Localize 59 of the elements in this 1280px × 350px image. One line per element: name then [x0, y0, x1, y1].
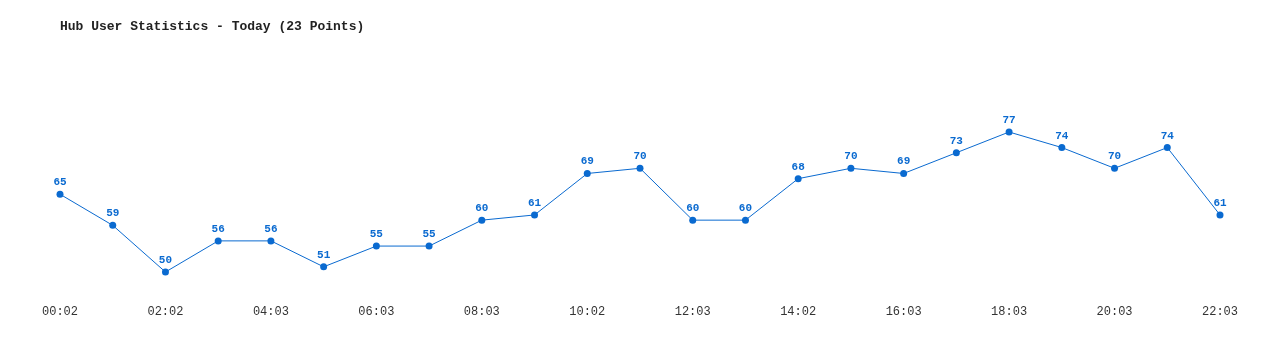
data-label: 77	[1002, 114, 1016, 126]
point	[214, 237, 222, 245]
point	[161, 268, 169, 276]
chart-title: Hub User Statistics - Today (23 Points)	[60, 19, 365, 34]
data-label: 74	[1160, 129, 1175, 142]
data-label: 59	[106, 207, 120, 220]
x-tick-label: 08:03	[463, 305, 500, 319]
x-tick-label: 02:02	[147, 305, 184, 319]
point	[1216, 211, 1224, 219]
x-tick-label: 04:03	[252, 305, 289, 319]
x-tick-label: 16:03	[885, 305, 922, 319]
x-tick-label: 06:03	[358, 305, 395, 319]
data-label: 55	[369, 228, 384, 241]
point	[952, 149, 960, 157]
point	[109, 221, 117, 229]
data-label: 70	[1107, 150, 1122, 163]
point	[372, 242, 380, 250]
data-label: 51	[317, 248, 331, 261]
data-label: 60	[686, 202, 700, 215]
data-label: 70	[844, 150, 858, 163]
point	[741, 216, 749, 224]
x-tick-label: 14:02	[780, 305, 817, 319]
x-tick-label: 00:02	[41, 305, 79, 319]
point	[425, 242, 433, 250]
data-label: 60	[738, 202, 753, 215]
point	[847, 164, 855, 172]
point	[794, 175, 802, 183]
data-label: 69	[580, 155, 594, 168]
point	[320, 263, 328, 271]
data-label: 68	[791, 160, 806, 173]
data-label: 56	[264, 222, 278, 235]
data-label: 60	[475, 202, 489, 215]
x-tick-label: 20:03	[1096, 305, 1133, 319]
point	[478, 216, 486, 224]
x-tick-label: 10:02	[569, 305, 606, 319]
point	[531, 211, 539, 219]
point	[1005, 128, 1013, 136]
data-label: 69	[897, 155, 911, 168]
point	[900, 169, 908, 177]
data-label: 55	[422, 228, 437, 241]
data-label: 70	[633, 150, 647, 163]
point	[1163, 144, 1171, 152]
x-tick-label: 22:03	[1201, 305, 1239, 319]
point	[583, 169, 591, 177]
point	[1111, 164, 1119, 172]
data-label: 73	[949, 134, 964, 147]
point	[267, 237, 275, 245]
point	[1058, 144, 1066, 152]
point	[56, 190, 64, 198]
point	[689, 216, 697, 224]
x-tick-label: 18:03	[991, 305, 1028, 319]
data-label: 61	[1213, 196, 1227, 209]
data-label: 56	[211, 222, 225, 235]
point	[636, 164, 644, 172]
data-label: 65	[53, 176, 67, 189]
x-tick-label: 12:03	[674, 305, 711, 319]
data-label: 61	[527, 196, 542, 209]
data-label: 74	[1055, 129, 1069, 142]
data-label: 50	[158, 254, 173, 266]
